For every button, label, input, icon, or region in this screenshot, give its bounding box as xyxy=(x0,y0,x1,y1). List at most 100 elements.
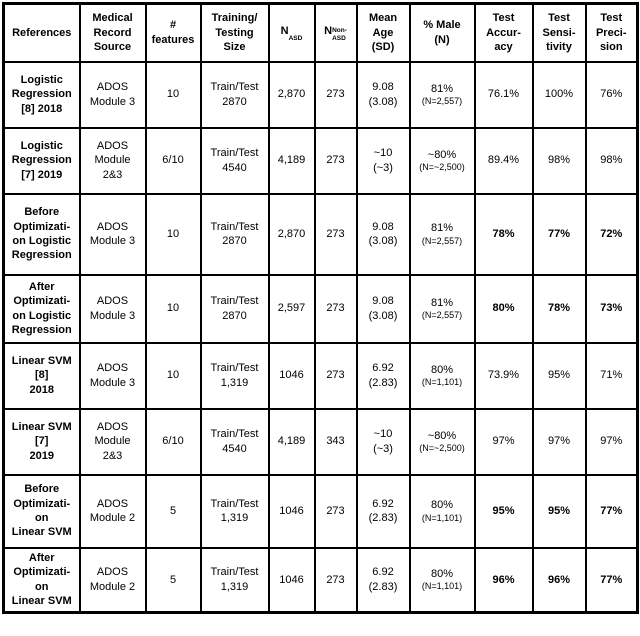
cell-num-features: 10 xyxy=(144,60,202,129)
header-row: References Medical Record Source # featu… xyxy=(2,2,639,63)
cell-mean-age-sd: 9.08 (3.08) xyxy=(355,192,411,276)
cell-references: After Optimizati- on Logistic Regression xyxy=(2,273,81,344)
cell-test-precision: 72% xyxy=(584,192,639,276)
cell-n-asd: 4,189 xyxy=(267,126,316,195)
column-header-pct-male: % Male (N) xyxy=(408,2,476,63)
column-header-num-features: # features xyxy=(144,2,202,63)
cell-references: Before Optimizati- on Logistic Regressio… xyxy=(2,192,81,276)
cell-medical-record-source: ADOS Module 3 xyxy=(78,273,147,344)
results-table: References Medical Record Source # featu… xyxy=(2,2,639,614)
cell-training-testing-size: Train/Test 2870 xyxy=(199,60,270,129)
cell-references: Before Optimizati- on Linear SVM xyxy=(2,473,81,549)
cell-references: Linear SVM [7] 2019 xyxy=(2,407,81,476)
male-percent: ~80% xyxy=(427,148,457,161)
cell-num-features: 10 xyxy=(144,192,202,276)
cell-num-features: 10 xyxy=(144,341,202,410)
cell-test-accuracy: 78% xyxy=(473,192,534,276)
cell-medical-record-source: ADOS Module 2 xyxy=(78,546,147,614)
column-header-training-testing-size: Training/ Testing Size xyxy=(199,2,270,63)
cell-test-sensitivity: 77% xyxy=(531,192,587,276)
male-n-count: (N=2,557) xyxy=(421,96,463,107)
cell-pct-male: ~80% (N=~2,500) xyxy=(408,126,476,195)
cell-training-testing-size: Train/Test 1,319 xyxy=(199,473,270,549)
cell-n-asd: 1046 xyxy=(267,473,316,549)
cell-n-non-asd: 273 xyxy=(313,60,358,129)
cell-num-features: 5 xyxy=(144,546,202,614)
cell-training-testing-size: Train/Test 2870 xyxy=(199,273,270,344)
male-n-count: (N=1,101) xyxy=(421,581,463,592)
column-header-n-asd: NASD xyxy=(267,2,316,63)
male-n-count: (N=~2,500) xyxy=(419,443,465,454)
male-percent: 81% xyxy=(430,222,454,235)
table-row: Linear SVM [7] 2019 ADOS Module 2&3 6/10… xyxy=(2,407,639,476)
cell-num-features: 6/10 xyxy=(144,126,202,195)
male-n-count: (N=1,101) xyxy=(421,377,463,388)
cell-test-precision: 77% xyxy=(584,473,639,549)
cell-test-sensitivity: 78% xyxy=(531,273,587,344)
cell-num-features: 5 xyxy=(144,473,202,549)
cell-test-precision: 97% xyxy=(584,407,639,476)
cell-pct-male: 80% (N=1,101) xyxy=(408,341,476,410)
n-asd-base: N xyxy=(280,24,289,37)
cell-references: After Optimizati- on Linear SVM xyxy=(2,546,81,614)
cell-medical-record-source: ADOS Module 2&3 xyxy=(78,407,147,476)
cell-mean-age-sd: 9.08 (3.08) xyxy=(355,60,411,129)
cell-medical-record-source: ADOS Module 2&3 xyxy=(78,126,147,195)
cell-test-precision: 73% xyxy=(584,273,639,344)
cell-n-non-asd: 273 xyxy=(313,473,358,549)
cell-test-precision: 71% xyxy=(584,341,639,410)
table-row: Logistic Regression [8] 2018 ADOS Module… xyxy=(2,60,639,129)
cell-n-non-asd: 273 xyxy=(313,192,358,276)
cell-training-testing-size: Train/Test 4540 xyxy=(199,126,270,195)
cell-n-non-asd: 343 xyxy=(313,407,358,476)
cell-test-precision: 77% xyxy=(584,546,639,614)
cell-mean-age-sd: 9.08 (3.08) xyxy=(355,273,411,344)
cell-n-asd: 2,870 xyxy=(267,192,316,276)
cell-test-accuracy: 97% xyxy=(473,407,534,476)
cell-n-asd: 1046 xyxy=(267,341,316,410)
cell-pct-male: 81% (N=2,557) xyxy=(408,60,476,129)
cell-test-precision: 76% xyxy=(584,60,639,129)
cell-medical-record-source: ADOS Module 3 xyxy=(78,341,147,410)
cell-test-accuracy: 80% xyxy=(473,273,534,344)
cell-references: Logistic Regression [7] 2019 xyxy=(2,126,81,195)
cell-training-testing-size: Train/Test 1,319 xyxy=(199,341,270,410)
table-row: Logistic Regression [7] 2019 ADOS Module… xyxy=(2,126,639,195)
cell-test-sensitivity: 95% xyxy=(531,473,587,549)
column-header-test-sensitivity: Test Sensi- tivity xyxy=(531,2,587,63)
cell-n-non-asd: 273 xyxy=(313,341,358,410)
male-n-count: (N=~2,500) xyxy=(419,162,465,173)
n-non-asd-base: N xyxy=(324,24,333,37)
cell-training-testing-size: Train/Test 2870 xyxy=(199,192,270,276)
male-percent: 81% xyxy=(430,82,454,95)
column-header-medical-record-source: Medical Record Source xyxy=(78,2,147,63)
cell-n-non-asd: 273 xyxy=(313,126,358,195)
cell-training-testing-size: Train/Test 1,319 xyxy=(199,546,270,614)
cell-n-non-asd: 273 xyxy=(313,273,358,344)
cell-test-sensitivity: 96% xyxy=(531,546,587,614)
cell-pct-male: 80% (N=1,101) xyxy=(408,546,476,614)
n-asd-subscript: ASD xyxy=(288,34,303,42)
column-header-mean-age-sd: Mean Age (SD) xyxy=(355,2,411,63)
male-percent: ~80% xyxy=(427,429,457,442)
cell-test-accuracy: 96% xyxy=(473,546,534,614)
cell-mean-age-sd: ~10 (~3) xyxy=(355,407,411,476)
cell-mean-age-sd: ~10 (~3) xyxy=(355,126,411,195)
male-n-count: (N=1,101) xyxy=(421,512,463,523)
cell-pct-male: 80% (N=1,101) xyxy=(408,473,476,549)
cell-n-asd: 2,870 xyxy=(267,60,316,129)
cell-num-features: 6/10 xyxy=(144,407,202,476)
cell-medical-record-source: ADOS Module 3 xyxy=(78,60,147,129)
column-header-references: References xyxy=(2,2,81,63)
cell-test-sensitivity: 97% xyxy=(531,407,587,476)
cell-mean-age-sd: 6.92 (2.83) xyxy=(355,341,411,410)
column-header-test-precision: Test Preci- sion xyxy=(584,2,639,63)
table-row: Linear SVM [8] 2018 ADOS Module 3 10 Tra… xyxy=(2,341,639,410)
table-row: Before Optimizati- on Linear SVM ADOS Mo… xyxy=(2,473,639,549)
cell-training-testing-size: Train/Test 4540 xyxy=(199,407,270,476)
n-non-asd-subscript: Non- ASD xyxy=(332,27,347,42)
male-percent: 80% xyxy=(430,363,454,376)
cell-mean-age-sd: 6.92 (2.83) xyxy=(355,546,411,614)
cell-test-precision: 98% xyxy=(584,126,639,195)
